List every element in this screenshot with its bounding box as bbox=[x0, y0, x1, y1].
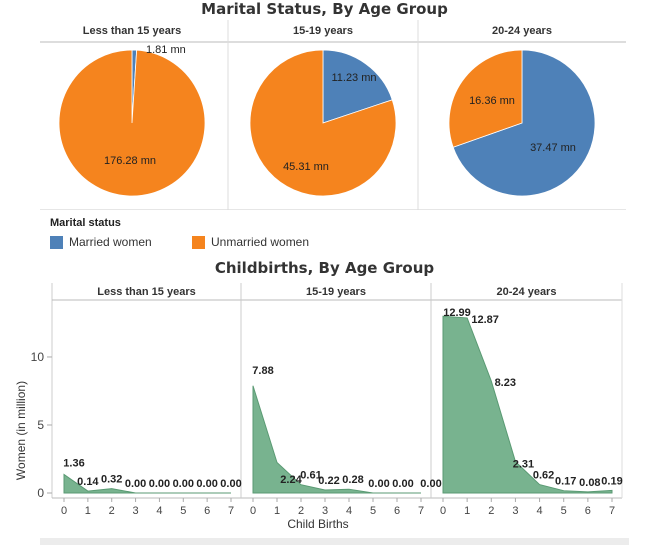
x-tick-label: 6 bbox=[585, 505, 591, 517]
y-tick-label: 10 bbox=[31, 350, 45, 364]
footer-strip bbox=[40, 538, 629, 545]
x-tick-label: 0 bbox=[440, 505, 446, 517]
pie-panel-title: Less than 15 years bbox=[83, 25, 181, 37]
area-data-label: 12.87 bbox=[471, 314, 499, 326]
legend-item-married[interactable]: Married women bbox=[50, 234, 152, 250]
x-tick-label: 4 bbox=[346, 505, 352, 517]
area-series bbox=[442, 315, 613, 494]
area-data-label: 0.62 bbox=[533, 470, 554, 482]
area-data-label: 0.00 bbox=[368, 478, 389, 490]
x-tick-label: 3 bbox=[133, 505, 139, 517]
x-tick-label: 0 bbox=[250, 505, 256, 517]
x-tick-label: 7 bbox=[418, 505, 424, 517]
legend-label-unmarried: Unmarried women bbox=[211, 235, 310, 249]
pie-slice-married bbox=[452, 49, 596, 197]
x-tick-label: 6 bbox=[394, 505, 400, 517]
pie-slice-unmarried bbox=[448, 49, 523, 148]
pie-panel-title: 20-24 years bbox=[492, 25, 552, 37]
area-data-label: 0.28 bbox=[342, 474, 363, 486]
area-data-label: 8.23 bbox=[495, 377, 516, 389]
x-tick-label: 5 bbox=[180, 505, 186, 517]
area-data-label: 0.00 bbox=[125, 478, 146, 490]
x-tick-label: 4 bbox=[537, 505, 543, 517]
x-tick-label: 3 bbox=[512, 505, 518, 517]
x-tick-label: 0 bbox=[61, 505, 67, 517]
area-data-label: 0.17 bbox=[555, 476, 576, 488]
pie-label-married: 1.81 mn bbox=[146, 44, 186, 56]
pie-label-married: 37.47 mn bbox=[530, 142, 576, 154]
x-tick-label: 1 bbox=[274, 505, 280, 517]
area-data-label: 0.14 bbox=[77, 476, 99, 488]
x-tick-label: 6 bbox=[204, 505, 210, 517]
legend-title: Marital status bbox=[50, 217, 121, 229]
x-tick-label: 1 bbox=[464, 505, 470, 517]
pie-panel-title: 15-19 years bbox=[293, 25, 353, 37]
legend-item-unmarried[interactable]: Unmarried women bbox=[192, 234, 309, 250]
area-data-label: 12.99 bbox=[443, 307, 471, 319]
area-panel-title: 15-19 years bbox=[306, 286, 366, 298]
pie-slice-married bbox=[322, 49, 393, 124]
pie-label-unmarried: 45.31 mn bbox=[283, 161, 329, 173]
x-tick-label: 7 bbox=[228, 505, 234, 517]
x-tick-label: 2 bbox=[109, 505, 115, 517]
area-data-label: 0.08 bbox=[579, 477, 600, 489]
x-tick-label: 7 bbox=[609, 505, 615, 517]
x-tick-label: 5 bbox=[370, 505, 376, 517]
x-tick-label: 3 bbox=[322, 505, 328, 517]
y-tick-label: 0 bbox=[37, 486, 44, 500]
unmarried-swatch bbox=[192, 235, 205, 249]
area-panel-title: 20-24 years bbox=[497, 286, 557, 298]
pie-label-unmarried: 176.28 mn bbox=[104, 155, 156, 167]
x-tick-label: 4 bbox=[156, 505, 162, 517]
area-series bbox=[63, 473, 231, 494]
area-data-label: 0.00 bbox=[420, 478, 441, 490]
area-data-label: 0.32 bbox=[101, 474, 122, 486]
marital-status-title: Marital Status, By Age Group bbox=[201, 0, 448, 18]
x-tick-label: 2 bbox=[298, 505, 304, 517]
area-data-label: 0.61 bbox=[300, 470, 321, 482]
y-axis-label: Women (in million) bbox=[14, 381, 28, 480]
area-data-label: 0.22 bbox=[318, 475, 339, 487]
married-swatch bbox=[50, 235, 63, 249]
childbirths-title: Childbirths, By Age Group bbox=[214, 259, 435, 277]
area-data-label: 0.19 bbox=[601, 475, 622, 487]
legend-label-married: Married women bbox=[69, 235, 152, 249]
x-tick-label: 1 bbox=[85, 505, 91, 517]
x-axis-label: Child Births bbox=[287, 517, 348, 531]
marital-status-pie-charts: Less than 15 years 1.81 mn 176.28 mn 15-19 … bbox=[40, 20, 626, 210]
pie-label-married: 11.23 mn bbox=[331, 72, 376, 84]
pie-label-unmarried: 16.36 mn bbox=[469, 95, 515, 107]
x-tick-label: 2 bbox=[488, 505, 494, 517]
y-tick-label: 5 bbox=[37, 418, 44, 432]
area-data-label: 2.31 bbox=[513, 459, 534, 471]
area-data-label: 0.00 bbox=[392, 478, 413, 490]
area-data-label: 0.00 bbox=[173, 478, 194, 490]
area-data-label: 0.00 bbox=[196, 478, 217, 490]
area-data-label: 0.00 bbox=[220, 478, 241, 490]
pie-slice-unmarried bbox=[58, 49, 206, 197]
area-panel-title: Less than 15 years bbox=[97, 286, 195, 298]
area-data-label: 2.24 bbox=[280, 474, 302, 486]
area-data-label: 7.88 bbox=[252, 365, 273, 377]
area-data-label: 1.36 bbox=[63, 458, 84, 470]
area-series bbox=[252, 385, 421, 494]
x-tick-label: 5 bbox=[561, 505, 567, 517]
area-data-label: 0.00 bbox=[149, 478, 170, 490]
pie-slice-unmarried bbox=[249, 49, 397, 197]
